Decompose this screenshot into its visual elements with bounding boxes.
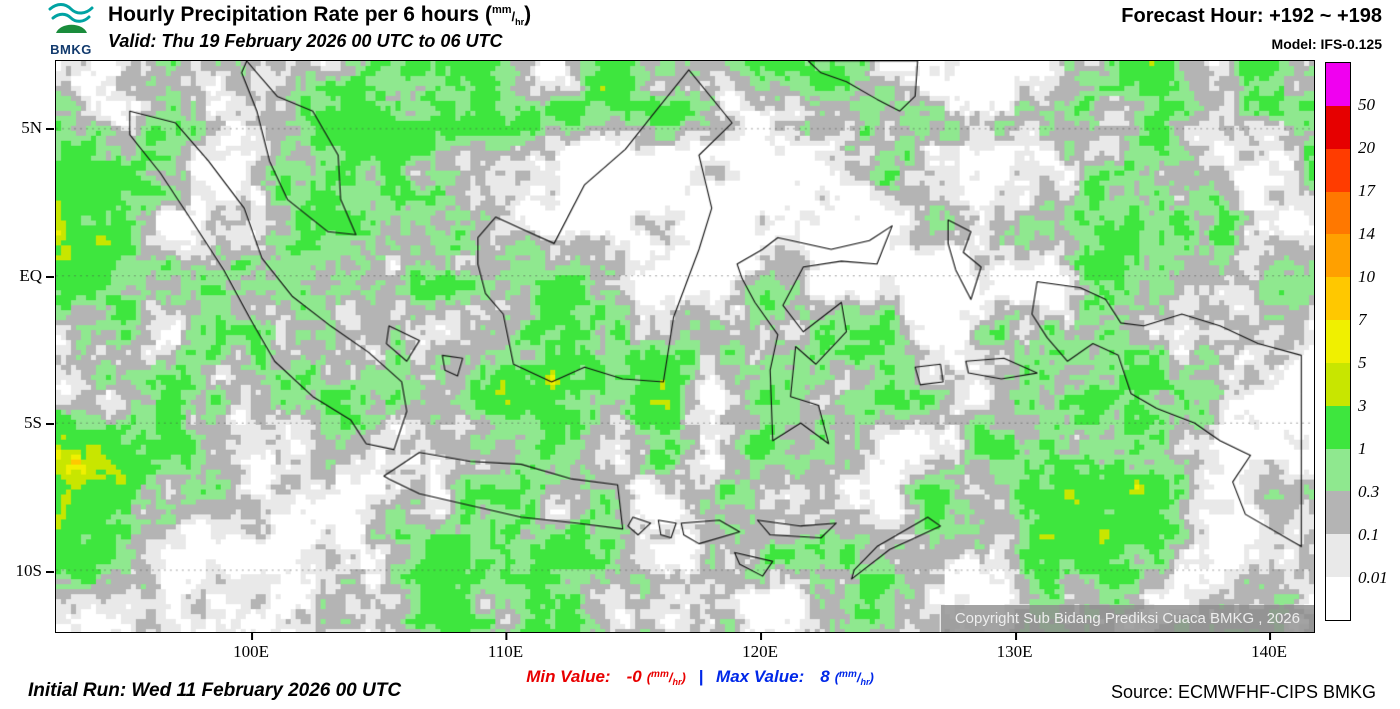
colorbar-label: 7	[1358, 310, 1367, 329]
x-axis-label: 110E	[487, 633, 524, 661]
minmax-line: Min Value: -0 (mm/hr) | Max Value: 8 (mm/hr)	[0, 667, 1400, 687]
colorbar-label: 1	[1358, 439, 1367, 458]
x-axis-label: 100E	[233, 633, 269, 661]
colorbar	[1325, 62, 1351, 621]
colorbar-segment	[1326, 191, 1350, 235]
colorbar-segment	[1326, 577, 1350, 620]
x-axis: 100E 110E 120E 130E 140E	[55, 633, 1315, 661]
colorbar-segment	[1326, 63, 1350, 106]
initial-run: Initial Run: Wed 11 February 2026 00 UTC	[28, 680, 402, 701]
x-axis-label: 140E	[1251, 633, 1288, 661]
colorbar-label: 5	[1358, 353, 1367, 372]
copyright-overlay: Copyright Sub Bidang Prediksi Cuaca BMKG…	[940, 605, 1314, 632]
colorbar-segment	[1326, 277, 1350, 321]
colorbar-segment	[1326, 362, 1350, 406]
y-axis-label: 5S	[24, 413, 54, 433]
x-axis-label: 130E	[996, 633, 1033, 661]
colorbar-label: 0.1	[1358, 525, 1380, 544]
model-label: Model: IFS-0.125	[1271, 36, 1382, 52]
page-title-text: Hourly Precipitation Rate per 6 hours	[108, 3, 480, 26]
map-area: Copyright Sub Bidang Prediksi Cuaca BMKG…	[55, 60, 1315, 633]
title-block: Hourly Precipitation Rate per 6 hours (m…	[108, 3, 531, 52]
colorbar-segment	[1326, 491, 1350, 535]
forecast-hour: Forecast Hour: +192 ~ +198	[1121, 5, 1382, 27]
colorbar-segment	[1326, 448, 1350, 492]
colorbar-segment	[1326, 534, 1350, 578]
colorbar-label: 20	[1358, 138, 1375, 157]
colorbar-segment	[1326, 148, 1350, 192]
source-label: Source: ECMWFHF-CIPS BMKG	[1110, 682, 1376, 702]
precip-map-canvas	[56, 61, 1314, 632]
colorbar-label: 14	[1358, 224, 1375, 243]
colorbar-label: 0.3	[1358, 482, 1380, 501]
title-unit: (mm/hr)	[484, 3, 532, 27]
colorbar-segment	[1326, 234, 1350, 278]
y-axis-label: EQ	[19, 265, 54, 285]
bmkg-logo-label: BMKG	[50, 42, 92, 57]
page-title: Hourly Precipitation Rate per 6 hours (m…	[108, 3, 531, 27]
colorbar-segment	[1326, 405, 1350, 449]
colorbar-label: 3	[1358, 396, 1367, 415]
bmkg-logo: BMKG	[42, 1, 100, 57]
separator: |	[698, 667, 704, 686]
max-value: Max Value: 8 (mm/hr)	[716, 667, 874, 687]
y-axis: 5N EQ 5S 10S	[0, 60, 55, 633]
colorbar-segment	[1326, 320, 1350, 363]
colorbar-segment	[1326, 105, 1350, 149]
colorbar-labels: 50 20 17 14 10 7 5 3 1 0.3 0.1 0.01	[1358, 62, 1400, 621]
bmkg-logo-icon	[48, 3, 94, 33]
colorbar-label: 17	[1358, 181, 1375, 200]
forecast-info: Forecast Hour: +192 ~ +198 Model: IFS-0.…	[1121, 5, 1382, 52]
colorbar-label: 0.01	[1358, 568, 1388, 587]
colorbar-label: 50	[1358, 95, 1375, 114]
colorbar-label: 10	[1358, 267, 1375, 286]
x-axis-label: 120E	[742, 633, 779, 661]
min-value: Min Value: -0 (mm/hr)	[526, 667, 686, 687]
valid-range: Valid: Thu 19 February 2026 00 UTC to 06…	[108, 31, 503, 51]
y-axis-label: 10S	[15, 561, 55, 580]
y-axis-label: 5N	[21, 117, 54, 137]
